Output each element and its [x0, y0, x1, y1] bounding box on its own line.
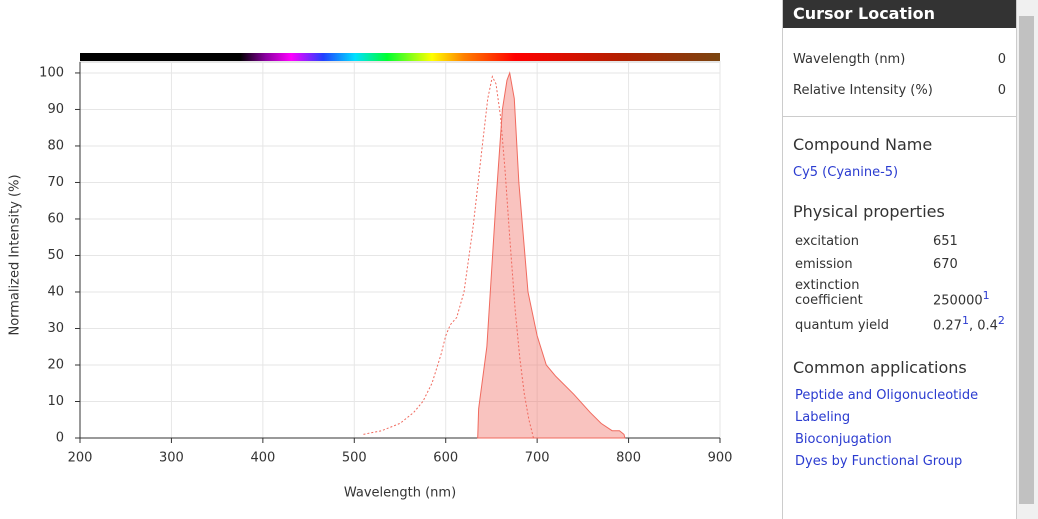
- x-tick-label: 700: [525, 451, 550, 466]
- compound-link[interactable]: Cy5 (Cyanine-5): [793, 165, 899, 180]
- x-tick-label: 200: [68, 451, 93, 466]
- cursor-row: Wavelength (nm) 0: [783, 44, 1016, 75]
- x-tick-label: 600: [433, 451, 458, 466]
- spectrum-bar: [80, 53, 720, 61]
- section-title: Physical properties: [793, 202, 945, 221]
- sidebar: Cursor Location Wavelength (nm) 0 Relativ…: [782, 0, 1017, 519]
- reference[interactable]: 1: [961, 314, 969, 327]
- x-tick-label: 500: [342, 451, 367, 466]
- y-tick-label: 10: [47, 394, 64, 409]
- prop-label: excitation: [795, 234, 859, 249]
- prop-label: extinction coefficient: [795, 278, 863, 308]
- scroll-thumb[interactable]: [1019, 16, 1034, 504]
- prop-value: 0.4: [977, 318, 998, 334]
- section-title: Common applications: [793, 358, 967, 378]
- label: Wavelength (nm): [793, 52, 906, 67]
- cursor-row: Relative Intensity (%) 0: [783, 75, 1016, 106]
- prop-label: emission: [795, 257, 853, 272]
- scrollbar[interactable]: [1017, 0, 1038, 519]
- y-tick-label: 40: [47, 284, 64, 299]
- separator: ,: [968, 318, 978, 334]
- y-tick-label: 30: [47, 321, 64, 336]
- prop-value: 250000: [933, 293, 983, 308]
- label: Relative Intensity (%): [793, 83, 933, 98]
- prop-label: quantum yield: [795, 318, 889, 334]
- x-axis-label: Wavelength (nm): [344, 486, 456, 501]
- plot-frame: [79, 61, 721, 439]
- value: 0: [997, 52, 1006, 67]
- y-tick-label: 60: [47, 211, 64, 226]
- compound-section: Compound Name Cy5 (Cyanine-5) Physical p…: [783, 116, 1016, 473]
- y-tick-label: 90: [47, 102, 64, 117]
- prop-value: 651: [933, 234, 958, 249]
- emission-area: [477, 71, 626, 439]
- reference[interactable]: 2: [997, 314, 1005, 327]
- x-tick-label: 800: [616, 451, 641, 466]
- y-tick-label: 70: [47, 175, 64, 190]
- application-link[interactable]: Dyes by Functional Group: [795, 454, 963, 470]
- y-axis-label: Normalized Intensity (%): [8, 174, 23, 335]
- x-tick-label: 900: [708, 451, 733, 466]
- excitation-line: [363, 75, 534, 439]
- prop-value: 0.27: [933, 318, 962, 334]
- value: 0: [997, 83, 1006, 98]
- y-tick-label: 20: [47, 357, 64, 372]
- section-title: Compound Name: [793, 135, 933, 154]
- y-tick-label: 50: [47, 248, 64, 263]
- reference[interactable]: 1: [982, 288, 990, 302]
- application-link[interactable]: Bioconjugation: [795, 432, 892, 448]
- x-tick-label: 300: [159, 451, 184, 466]
- prop-value: 670: [933, 257, 958, 272]
- y-tick-label: 80: [47, 138, 64, 153]
- x-tick-label: 400: [250, 451, 275, 466]
- properties-table: excitation 651 emission 670 extinction coe…: [794, 229, 1006, 336]
- y-tick-label: 100: [39, 65, 64, 80]
- y-tick-label: 0: [56, 431, 64, 446]
- chart: Wavelength (nm) Normalized Intensity (%)…: [8, 53, 733, 501]
- panel-header: Cursor Location: [783, 0, 1016, 28]
- application-link[interactable]: Peptide and Oligonucleotide Labeling: [795, 388, 979, 426]
